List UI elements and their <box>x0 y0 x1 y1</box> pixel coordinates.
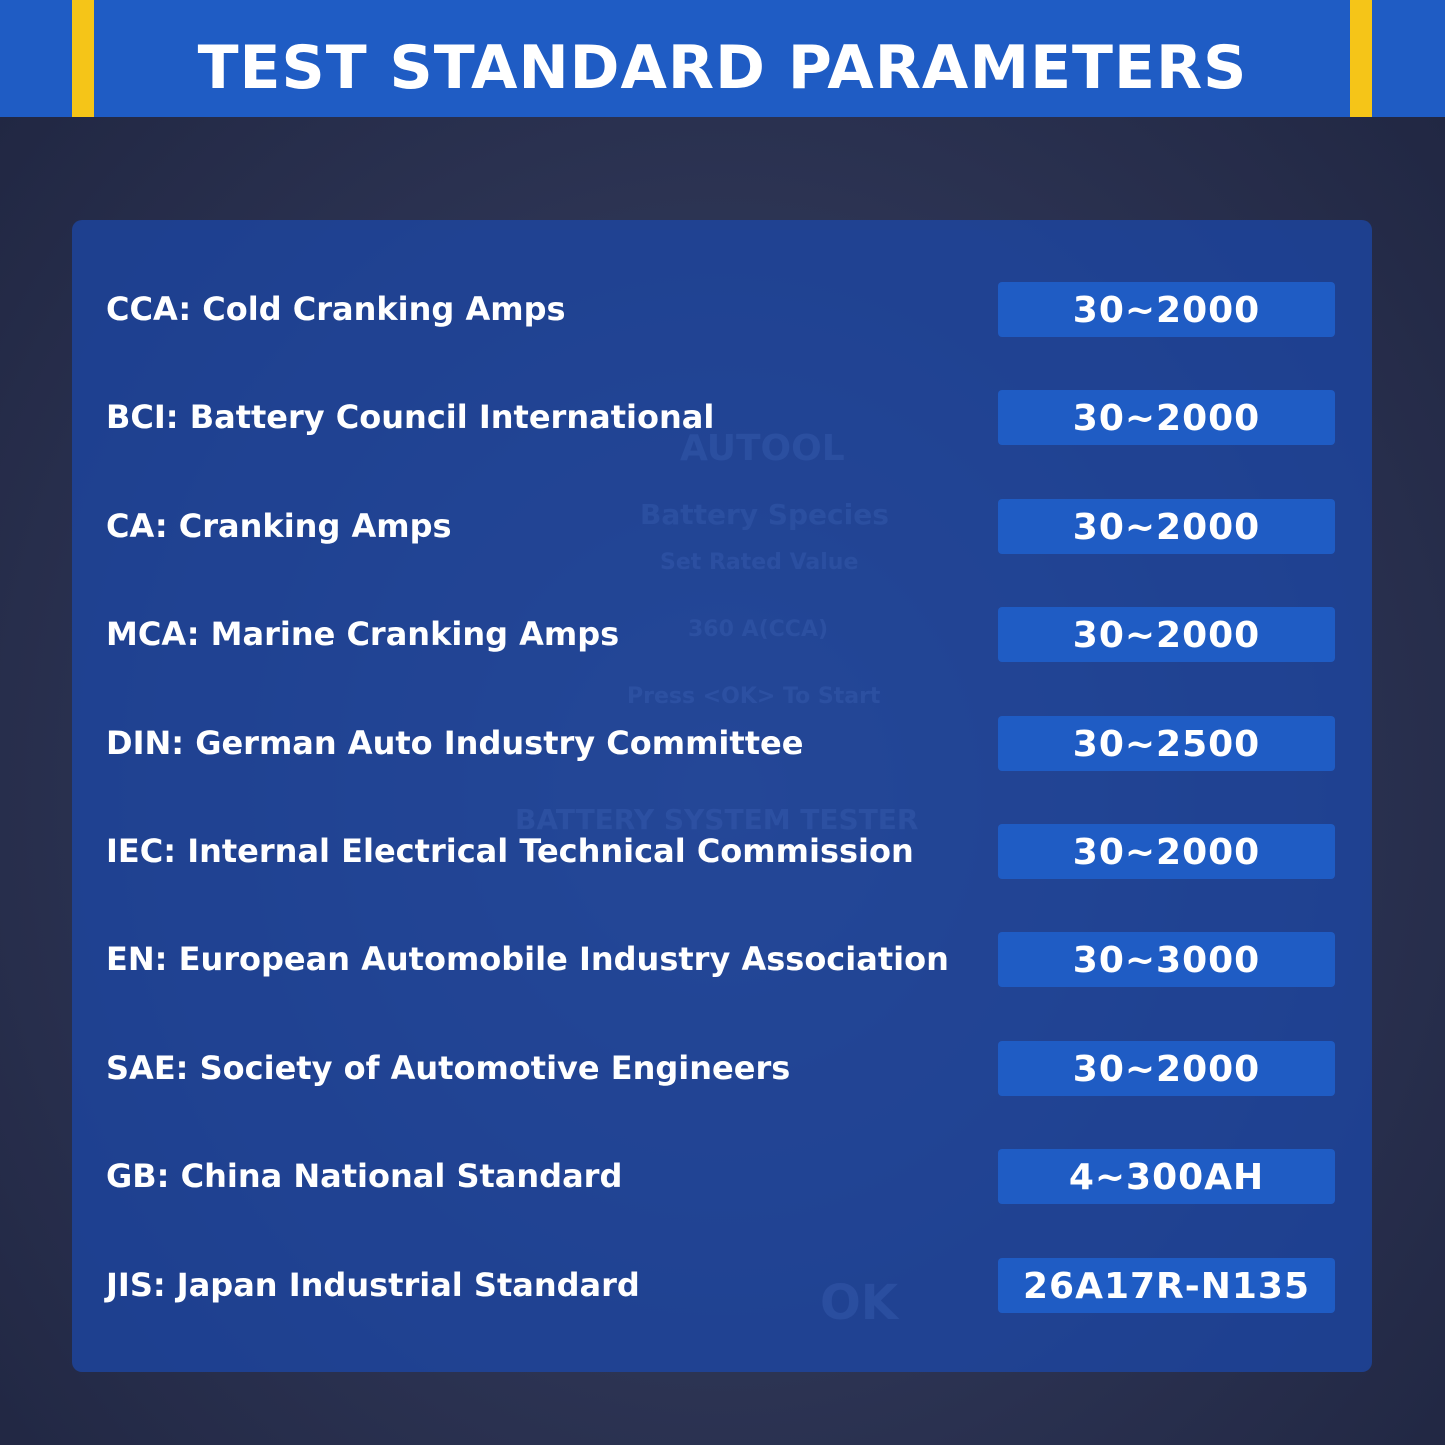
standard-range: 30~2000 <box>998 1040 1335 1096</box>
standard-name: DIN: German Auto Industry Committee <box>106 723 804 762</box>
standard-range: 4~300AH <box>998 1149 1335 1205</box>
standard-range: 30~3000 <box>998 932 1335 988</box>
standard-name: SAE: Society of Automotive Engineers <box>106 1048 791 1087</box>
standard-range: 30~2000 <box>998 282 1335 337</box>
standard-range: 30~2000 <box>998 824 1335 879</box>
standard-name: MCA: Marine Cranking Amps <box>106 615 620 654</box>
accent-stripe <box>1350 0 1372 117</box>
standard-range: 26A17R-N135 <box>998 1257 1335 1313</box>
header-bar: TEST STANDARD PARAMETERS <box>0 0 1445 117</box>
accent-stripe <box>72 0 94 117</box>
standard-name: GB: China National Standard <box>106 1157 623 1196</box>
standard-name: CCA: Cold Cranking Amps <box>106 290 566 328</box>
standard-name: EN: European Automobile Industry Associa… <box>106 940 949 979</box>
standard-range: 30~2000 <box>998 498 1335 554</box>
title: TEST STANDARD PARAMETERS <box>197 33 1248 103</box>
standard-name: BCI: Battery Council International <box>106 398 715 437</box>
standard-name: IEC: Internal Electrical Technical Commi… <box>106 832 914 870</box>
standard-name: CA: Cranking Amps <box>106 506 452 545</box>
standard-name: JIS: Japan Industrial Standard <box>106 1265 640 1304</box>
standard-range: 30~2000 <box>998 607 1335 663</box>
standard-range: 30~2500 <box>998 715 1335 771</box>
standard-range: 30~2000 <box>998 390 1335 446</box>
